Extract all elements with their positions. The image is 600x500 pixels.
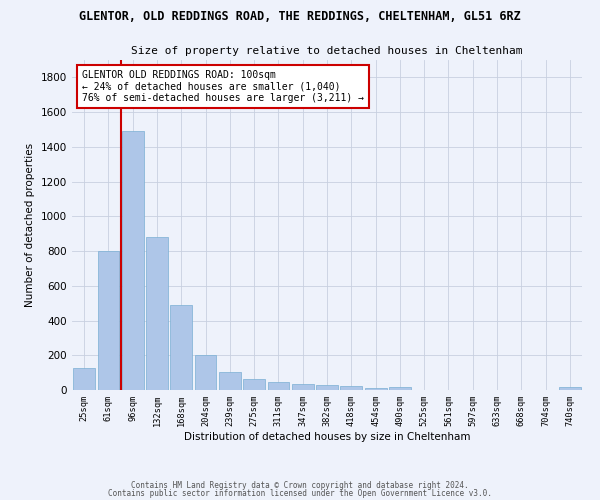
Bar bbox=[292, 384, 314, 390]
Text: GLENTOR, OLD REDDINGS ROAD, THE REDDINGS, CHELTENHAM, GL51 6RZ: GLENTOR, OLD REDDINGS ROAD, THE REDDINGS… bbox=[79, 10, 521, 23]
Bar bbox=[340, 386, 362, 390]
Bar bbox=[559, 388, 581, 390]
Bar bbox=[146, 237, 168, 390]
Title: Size of property relative to detached houses in Cheltenham: Size of property relative to detached ho… bbox=[131, 46, 523, 56]
Bar bbox=[316, 385, 338, 390]
Bar bbox=[389, 386, 411, 390]
Bar bbox=[170, 305, 192, 390]
Bar bbox=[268, 382, 289, 390]
X-axis label: Distribution of detached houses by size in Cheltenham: Distribution of detached houses by size … bbox=[184, 432, 470, 442]
Text: GLENTOR OLD REDDINGS ROAD: 100sqm
← 24% of detached houses are smaller (1,040)
7: GLENTOR OLD REDDINGS ROAD: 100sqm ← 24% … bbox=[82, 70, 364, 103]
Bar bbox=[365, 388, 386, 390]
Bar bbox=[122, 131, 143, 390]
Bar bbox=[219, 372, 241, 390]
Text: Contains public sector information licensed under the Open Government Licence v3: Contains public sector information licen… bbox=[108, 488, 492, 498]
Bar bbox=[73, 368, 95, 390]
Y-axis label: Number of detached properties: Number of detached properties bbox=[25, 143, 35, 307]
Bar bbox=[194, 356, 217, 390]
Bar bbox=[97, 251, 119, 390]
Bar bbox=[243, 378, 265, 390]
Text: Contains HM Land Registry data © Crown copyright and database right 2024.: Contains HM Land Registry data © Crown c… bbox=[131, 481, 469, 490]
